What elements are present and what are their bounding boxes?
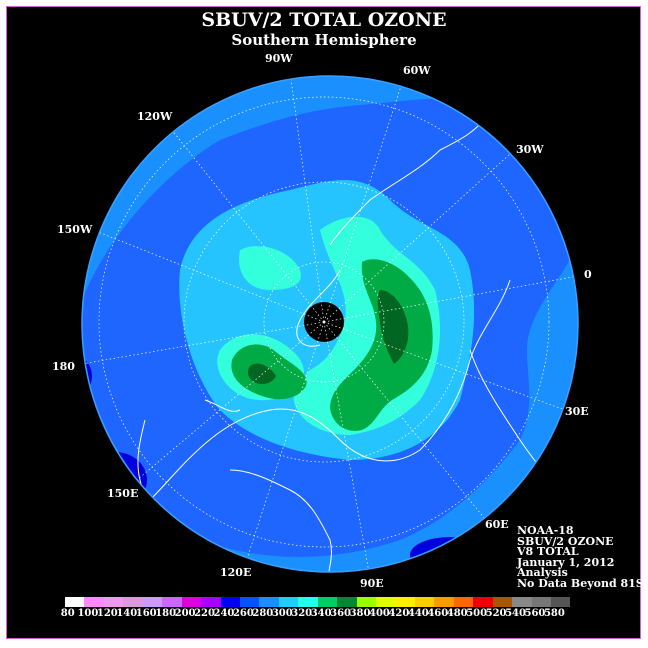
legend-tick-label: 440 xyxy=(407,608,429,619)
legend-swatch xyxy=(356,597,376,607)
lon-label-120e: 120E xyxy=(220,566,252,579)
legend-swatch xyxy=(395,597,415,607)
legend-tick-label: 160 xyxy=(135,608,157,619)
legend-swatch xyxy=(84,597,104,607)
legend-tick-label: 400 xyxy=(369,608,390,619)
legend-swatch xyxy=(123,597,143,607)
legend-tick-label: 320 xyxy=(291,608,313,619)
legend-tick-label: 100 xyxy=(77,608,99,619)
legend-tick-label: 580 xyxy=(543,608,565,619)
legend-swatch xyxy=(65,597,85,607)
legend-tick-label: 520 xyxy=(485,608,507,619)
color-legend-ticks: 80 100 120 140 160 180 200 220 240 260 280 300 320 34… xyxy=(58,608,565,619)
lon-label-0: 0 xyxy=(584,268,592,281)
legend-swatch xyxy=(512,597,532,607)
info-block: NOAA-18 SBUV/2 OZONE V8 TOTAL January 1,… xyxy=(517,524,644,590)
info-version: V8 TOTAL xyxy=(517,545,579,558)
legend-swatch xyxy=(220,597,240,607)
legend-tick-label: 140 xyxy=(116,608,138,619)
lon-label-180: 180 xyxy=(52,360,75,373)
legend-tick-label: 200 xyxy=(174,608,196,619)
legend-swatch xyxy=(492,597,513,607)
lon-label-30w: 30W xyxy=(516,143,544,156)
legend-tick-label: 240 xyxy=(213,608,235,619)
legend-swatch xyxy=(278,597,299,607)
lon-label-60w: 60W xyxy=(403,64,431,77)
graticule xyxy=(82,76,578,572)
legend-tick-label: 300 xyxy=(271,608,293,619)
info-type: Analysis xyxy=(517,566,568,579)
page-title: SBUV/2 TOTAL OZONE xyxy=(201,9,447,31)
legend-swatch xyxy=(298,597,318,607)
legend-tick-label: 420 xyxy=(388,608,410,619)
legend-swatch xyxy=(453,597,474,607)
legend-tick-label: 500 xyxy=(466,608,488,619)
legend-swatch xyxy=(337,597,357,607)
legend-tick-label: 340 xyxy=(310,608,332,619)
legend-tick-label: 80 xyxy=(60,608,75,619)
info-product: SBUV/2 OZONE xyxy=(517,534,614,548)
legend-swatch xyxy=(103,597,124,607)
legend-swatch xyxy=(142,597,163,607)
legend-tick-label: 460 xyxy=(427,608,449,619)
page-subtitle: Southern Hemisphere xyxy=(231,31,417,49)
legend-tick-label: 260 xyxy=(232,608,254,619)
legend-swatch xyxy=(434,597,454,607)
info-satellite: NOAA-18 xyxy=(517,524,574,537)
legend-swatch xyxy=(550,597,571,607)
legend-swatch xyxy=(414,597,435,607)
lon-label-90w: 90W xyxy=(265,52,293,65)
legend-swatch xyxy=(239,597,260,607)
info-note: No Data Beyond 81S xyxy=(517,576,644,590)
lon-label-120w: 120W xyxy=(137,110,173,123)
lon-label-30e: 30E xyxy=(565,405,589,418)
info-date: January 1, 2012 xyxy=(517,555,615,569)
legend-tick-label: 540 xyxy=(505,608,526,619)
lon-label-150w: 150W xyxy=(57,223,93,236)
legend-swatch xyxy=(201,597,221,607)
legend-swatch xyxy=(181,597,202,607)
legend-swatch xyxy=(259,597,279,607)
legend-swatch xyxy=(473,597,493,607)
legend-swatch xyxy=(317,597,338,607)
lon-label-60e: 60E xyxy=(485,518,509,531)
legend-swatch xyxy=(531,597,551,607)
legend-tick-label: 120 xyxy=(96,608,118,619)
ozone-360-380-zone xyxy=(247,290,409,384)
legend-swatch xyxy=(162,597,182,607)
legend-swatch xyxy=(376,597,396,607)
color-legend-bar xyxy=(65,597,571,607)
lon-label-150e: 150E xyxy=(107,487,139,500)
legend-tick-label: 480 xyxy=(446,608,468,619)
legend-tick-label: 280 xyxy=(252,608,274,619)
legend-tick-label: 380 xyxy=(349,608,371,619)
lon-label-90e: 90E xyxy=(360,577,384,590)
legend-tick-label: 180 xyxy=(155,608,177,619)
legend-tick-label: 220 xyxy=(194,608,215,619)
globe-outline xyxy=(81,75,579,573)
legend-tick-label: 560 xyxy=(524,608,546,619)
legend-tick-label: 360 xyxy=(330,608,351,619)
